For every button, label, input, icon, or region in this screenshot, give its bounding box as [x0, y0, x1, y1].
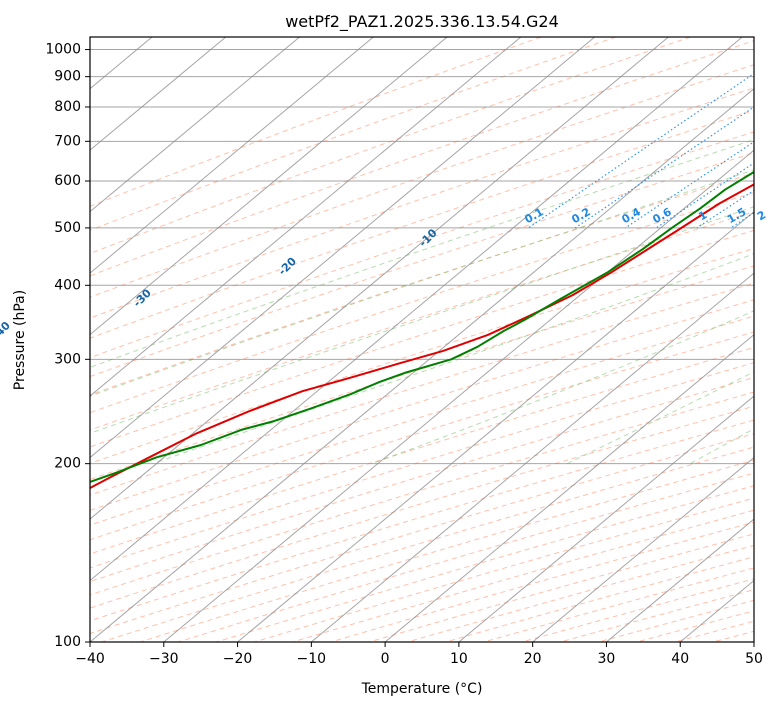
x-tick-label: 40	[671, 651, 689, 667]
y-tick-label: 300	[54, 351, 81, 367]
y-tick-label: 400	[54, 277, 81, 293]
y-tick-label: 600	[54, 173, 81, 189]
x-tick-label: 0	[381, 651, 390, 667]
x-axis-label: Temperature (°C)	[361, 681, 483, 697]
y-tick-label: 500	[54, 220, 81, 236]
x-tick-label: −20	[223, 651, 253, 667]
chart-title: wetPf2_PAZ1.2025.336.13.54.G24	[285, 12, 559, 32]
x-tick-label: 50	[745, 651, 763, 667]
x-tick-label: −30	[149, 651, 179, 667]
x-tick-label: −10	[297, 651, 327, 667]
x-tick-label: 20	[524, 651, 542, 667]
y-tick-label: 200	[54, 456, 81, 472]
x-tick-label: 10	[450, 651, 468, 667]
y-tick-label: 700	[54, 133, 81, 149]
y-tick-label: 900	[54, 69, 81, 85]
y-axis-label: Pressure (hPa)	[12, 290, 28, 390]
y-tick-label: 800	[54, 99, 81, 115]
y-tick-label: 1000	[45, 42, 81, 58]
x-tick-label: −40	[75, 651, 105, 667]
x-tick-label: 30	[598, 651, 616, 667]
y-tick-label: 100	[54, 634, 81, 650]
